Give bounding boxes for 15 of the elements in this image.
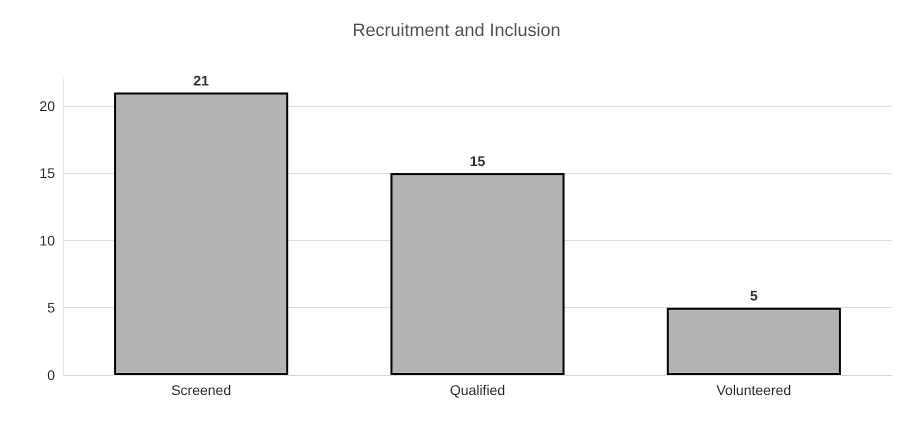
bar: [666, 308, 841, 375]
data-label: 15: [470, 153, 486, 170]
data-label: 5: [750, 288, 758, 304]
data-label: 21: [193, 72, 210, 88]
y-tick-label: 15: [39, 165, 56, 182]
x-tick-label: Qualified: [450, 382, 506, 398]
x-tick-label: Volunteered: [716, 382, 792, 398]
y-tick-label: 20: [39, 98, 56, 114]
x-tick-label: Screened: [171, 382, 232, 398]
y-tick-label: 10: [39, 232, 56, 248]
bar: [114, 92, 288, 375]
y-tick-label: 5: [47, 300, 56, 316]
y-tick-label: 0: [47, 367, 56, 383]
chart-title: Recruitment and Inclusion: [352, 20, 561, 40]
bar: [390, 173, 565, 375]
